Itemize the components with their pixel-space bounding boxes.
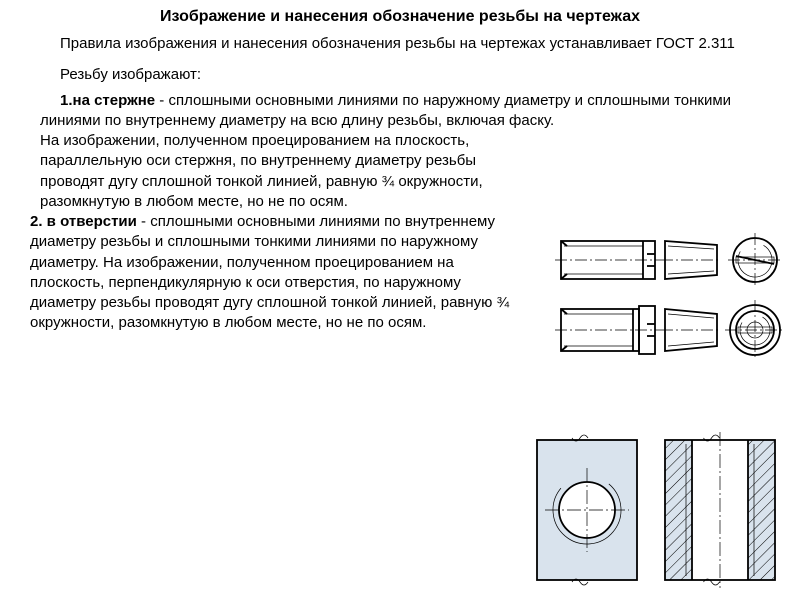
intro-paragraph: Правила изображения и нанесения обозначе… (0, 30, 800, 58)
item-1-block: 1.на стержне - сплошными основными линия… (0, 91, 800, 213)
item-2-text: - сплошными основными линиями по внутрен… (30, 213, 509, 331)
item-1-label: 1.на стержне (60, 92, 155, 109)
intro-text: Правила изображения и нанесения обозначе… (30, 34, 770, 54)
page-title: Изображение и нанесения обозначение резь… (0, 0, 800, 30)
figure-thread-in-hole (525, 430, 785, 590)
item-2-label: 2. в отверстии (30, 213, 137, 230)
figure-thread-on-shaft (555, 230, 785, 370)
subheading: Резьбу изображают: (0, 58, 800, 91)
item-1-text-b: На изображении, полученном проецирование… (40, 131, 520, 212)
item-2-block: 2. в отверстии - сплошными основными лин… (0, 212, 540, 334)
